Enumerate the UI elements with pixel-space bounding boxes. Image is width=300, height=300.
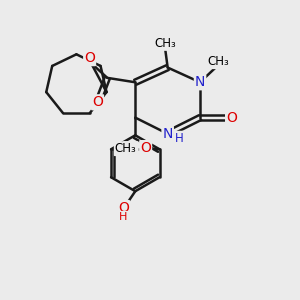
Text: Cl: Cl: [124, 142, 138, 156]
Text: H: H: [119, 212, 128, 222]
Text: CH₃: CH₃: [154, 37, 176, 50]
Text: CH₃: CH₃: [208, 55, 230, 68]
Text: N: N: [195, 75, 205, 89]
Text: H: H: [175, 132, 183, 145]
Text: O: O: [226, 111, 237, 124]
Text: O: O: [140, 141, 151, 155]
Text: O: O: [92, 95, 103, 109]
Text: O: O: [84, 51, 95, 65]
Text: N: N: [163, 127, 173, 141]
Text: CH₃: CH₃: [115, 142, 136, 155]
Text: O: O: [118, 201, 129, 215]
